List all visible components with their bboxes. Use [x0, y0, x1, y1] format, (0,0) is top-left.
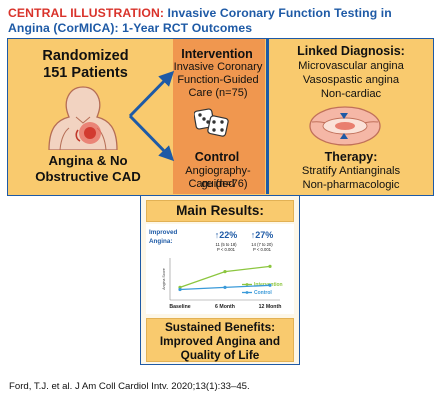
y-axis-label: Angina Score	[162, 268, 166, 290]
artery-icon	[309, 106, 381, 146]
control-point	[178, 287, 182, 292]
intervention-line-1: Invasive Coronary	[173, 61, 263, 73]
title-lead: CENTRAL ILLUSTRATION:	[8, 6, 165, 20]
randomization-arrows	[128, 70, 175, 162]
diagnosis-item-1: Microvascular angina	[298, 60, 404, 72]
patient-count-label: 151 Patients	[43, 65, 128, 81]
intervention-line-3: Care (n=75)	[188, 87, 248, 99]
control-legend-marker	[245, 291, 249, 294]
condition-label-2: Obstructive CAD	[35, 169, 141, 184]
effect-6-month: ↑22%	[215, 230, 238, 240]
randomized-label: Randomized	[42, 48, 129, 64]
intervention-line-2: Function-Guided	[177, 74, 259, 86]
diagnosis-item-2: Vasospastic angina	[302, 74, 400, 86]
x-tick-label: Baseline	[169, 304, 190, 310]
sustained-line-1: Sustained Benefits:	[164, 320, 276, 334]
dice-icon	[194, 108, 229, 137]
improved-label-1: Improved	[149, 229, 177, 236]
effect-12-month-ci: 14 (7 to 20)	[251, 242, 273, 247]
effect-6-month-ci: 11 (5 to 18)	[215, 242, 237, 247]
control-heading: Control	[194, 150, 240, 164]
study-design-panel: Randomized 151 Patients Angina & No Obst…	[7, 38, 434, 196]
intervention-legend-marker	[245, 283, 249, 286]
control-point	[223, 285, 227, 289]
chest-pain-icon	[48, 86, 118, 150]
control-line-1: Angiography-guided	[185, 165, 251, 190]
control-point	[268, 283, 272, 287]
effect-6-month-p: P < 0.001	[217, 247, 236, 252]
diagnosis-item-3: Non-cardiac	[320, 88, 382, 100]
intervention-arrow	[128, 70, 175, 118]
condition-label-1: Angina & No	[48, 153, 128, 168]
angina-score-chart: Improved Angina: ↑22% 11 (5 to 18) P < 0…	[149, 229, 283, 310]
sustained-line-2: Improved Angina and	[159, 334, 281, 348]
results-chart: Improved Angina: ↑22% 11 (5 to 18) P < 0…	[146, 224, 294, 314]
intervention-point	[223, 270, 227, 274]
citation: Ford, T.J. et al. J Am Coll Cardiol Intv…	[9, 381, 250, 392]
main-results-heading: Main Results:	[146, 200, 294, 222]
effect-12-month: ↑27%	[251, 230, 274, 240]
control-arrow	[128, 114, 175, 162]
control-line-2: Care (n=76)	[188, 178, 248, 190]
therapy-item-1: Stratify Antianginals	[301, 165, 401, 177]
improved-label-2: Angina:	[149, 238, 172, 245]
intervention-point	[268, 264, 272, 268]
panel-divider	[266, 39, 269, 194]
x-tick-label: 12 Month	[259, 304, 282, 310]
title-rest: Invasive Coronary Function Testing in An…	[8, 6, 392, 35]
sustained-line-3: Quality of Life	[180, 348, 260, 362]
page-title: CENTRAL ILLUSTRATION: Invasive Coronary …	[8, 6, 434, 36]
therapy-item-2: Non-pharmacologic	[302, 179, 400, 191]
sustained-benefits-box: Sustained Benefits: Improved Angina and …	[146, 318, 294, 362]
therapy-heading: Therapy:	[324, 150, 378, 164]
linked-diagnosis-heading: Linked Diagnosis:	[297, 44, 405, 58]
control-legend-label: Control	[254, 290, 272, 296]
intervention-heading: Intervention	[181, 47, 253, 61]
x-tick-label: 6 Month	[215, 304, 235, 310]
effect-12-month-p: P < 0.001	[253, 247, 272, 252]
